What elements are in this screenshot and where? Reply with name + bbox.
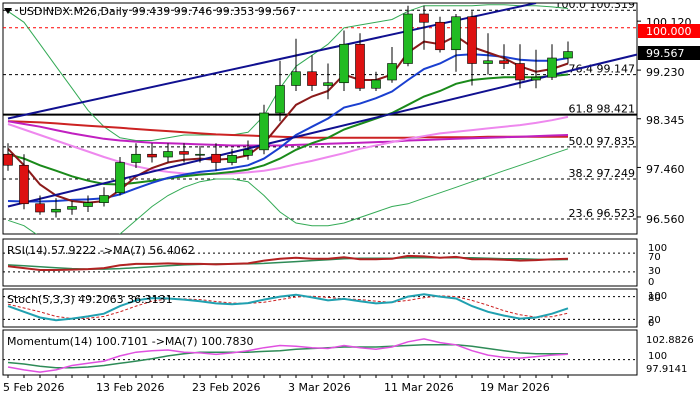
candle-body — [403, 13, 413, 64]
price-tag-dark-label: 99.567 — [646, 47, 685, 60]
candle-body — [499, 60, 509, 64]
candle-body — [83, 202, 93, 207]
candle-body — [275, 85, 285, 114]
momentum-line — [7, 338, 569, 373]
date-tick-label: 19 Mar 2026 — [480, 381, 550, 394]
stoch-tick-label: 0 — [648, 318, 654, 329]
candle-body — [563, 51, 573, 59]
candle-body — [131, 153, 141, 163]
fib-level-label: 61.8 98.421 — [569, 103, 635, 116]
date-tick-label: 5 Feb 2026 — [3, 381, 64, 394]
candle-body — [243, 149, 253, 156]
rsi-tick-label: 70 — [648, 252, 661, 263]
fib-level-label: 100.0 100.319 — [555, 0, 635, 11]
stoch-tick-label: 80 — [648, 293, 661, 304]
candle-body — [195, 153, 205, 156]
candle-body — [147, 153, 157, 158]
price-tick-label: 97.460 — [646, 163, 685, 176]
price-tick-label: 98.345 — [646, 114, 685, 127]
fib-level-label: 38.2 97.249 — [569, 167, 635, 180]
stoch-signal-line — [7, 295, 569, 320]
candle-body — [387, 63, 397, 81]
rsi-line — [7, 254, 569, 271]
candle-body — [259, 112, 269, 151]
ma-slow-red — [7, 120, 568, 139]
stoch-tick-label: 100 — [648, 291, 667, 302]
rsi-tick-label: 100 — [648, 243, 667, 254]
date-tick-label: 13 Feb 2026 — [96, 381, 164, 394]
candle-body — [99, 195, 109, 203]
chart-header: USDINDX.M26,Daily 99.439 99.746 99.353 9… — [19, 5, 296, 18]
candle-body — [179, 151, 189, 155]
candle-body — [371, 79, 381, 89]
candle-body — [35, 203, 45, 213]
candle-body — [547, 57, 557, 78]
candle-body — [211, 153, 221, 163]
fib-level-label: 50.0 97.835 — [569, 135, 635, 148]
candle-body — [355, 43, 365, 89]
bollinger-lower — [7, 148, 569, 234]
rsi-tick-label: 0 — [648, 277, 654, 288]
candle-body — [227, 155, 237, 163]
channel-upper-line — [7, 3, 537, 120]
stoch-tick-label: 20 — [648, 315, 661, 326]
ma-pink — [7, 115, 569, 175]
price-tick-label: 96.560 — [646, 213, 685, 226]
momentum-tick-label: 97.9141 — [646, 364, 687, 375]
fib-level-label: 76.4 99.147 — [569, 63, 635, 76]
momentum-tick-label: 102.8826 — [646, 335, 694, 346]
price-tag-red — [638, 24, 700, 38]
momentum-ma-line — [7, 344, 569, 369]
rsi-tick-label: 30 — [648, 266, 661, 277]
momentum-title: Momentum(14) 100.7101 ->MA(7) 100.7830 — [7, 335, 254, 348]
candle-body — [291, 71, 301, 86]
price-tag-dark — [638, 46, 700, 60]
candle-body — [419, 13, 429, 23]
candle-body — [451, 16, 461, 51]
momentum-panel — [2, 329, 638, 376]
candle-body — [435, 21, 445, 51]
ma-slow-magenta — [7, 120, 569, 147]
candle-body — [67, 206, 77, 210]
fib-level-label: 23.6 96.523 — [569, 207, 635, 220]
stoch-title: Stoch(5,3,3) 49.2063 36.3131 — [7, 293, 173, 306]
price-tag-red-label: 100.000 — [646, 25, 692, 38]
rsi-panel — [2, 238, 638, 287]
date-tick-label: 23 Feb 2026 — [192, 381, 260, 394]
candle-body — [51, 208, 61, 213]
candle-body — [515, 63, 525, 81]
candle-body — [531, 76, 541, 81]
momentum-tick-label: 100 — [648, 351, 667, 362]
down-triangle-icon — [4, 8, 12, 14]
date-tick-label: 3 Mar 2026 — [288, 381, 351, 394]
rsi-title: RSI(14) 57.9222 ->MA(7) 56.4062 — [7, 244, 195, 257]
price-tick-label: 99.230 — [646, 66, 685, 79]
candle-body — [3, 153, 13, 166]
date-tick-label: 11 Mar 2026 — [384, 381, 454, 394]
bollinger-upper — [7, 4, 569, 141]
candle-body — [339, 43, 349, 84]
candle-body — [307, 71, 317, 86]
candle-body — [323, 82, 333, 86]
candle-body — [115, 162, 125, 194]
candle-body — [467, 16, 477, 64]
stoch-main-line — [7, 293, 569, 322]
candle-body — [483, 60, 493, 64]
candle-body — [19, 164, 29, 205]
stoch-panel — [2, 288, 638, 328]
candle-body — [163, 151, 173, 158]
